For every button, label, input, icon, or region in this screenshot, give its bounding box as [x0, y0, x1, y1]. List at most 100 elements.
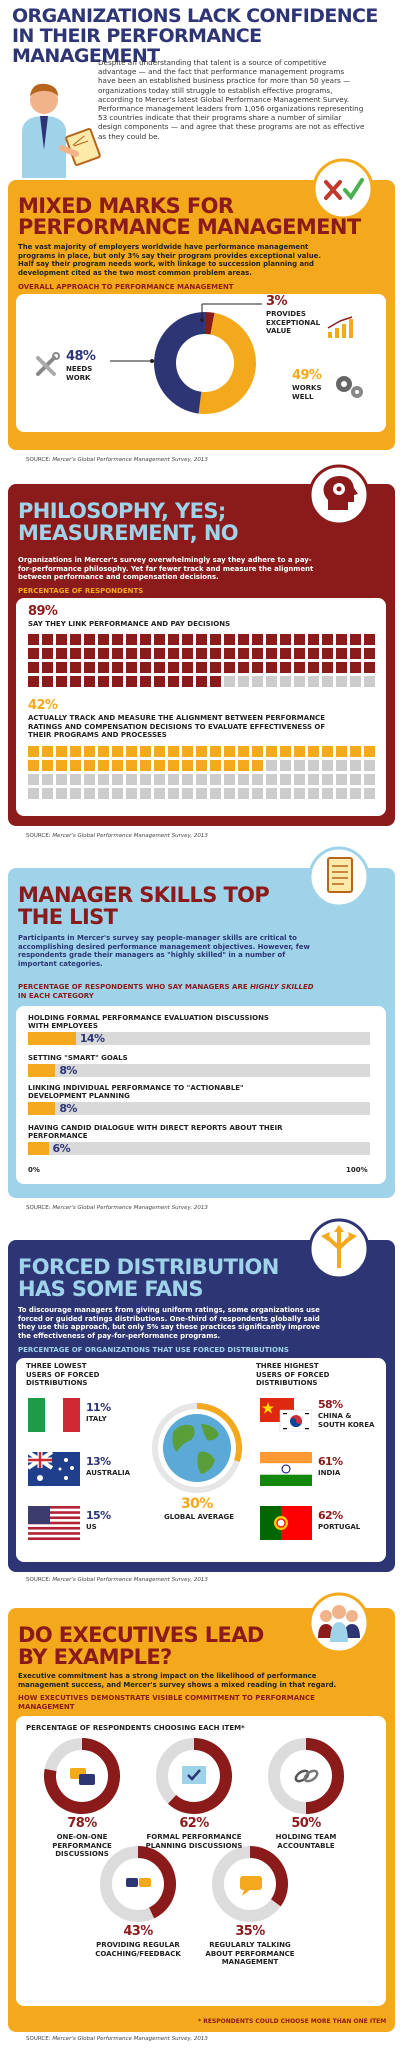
- filled-square: [70, 760, 81, 771]
- us-flag-canton: [28, 1506, 50, 1524]
- empty-square: [140, 774, 151, 785]
- source-prefix: SOURCE:: [26, 1205, 53, 1211]
- section-body: Executive commitment has a strong impact…: [18, 1672, 388, 1689]
- skill-category-line: PERFORMANCE: [28, 1132, 88, 1140]
- page-title: ORGANIZATIONS LACK CONFIDENCE IN THEIR P…: [12, 6, 403, 66]
- heading-line: THREE LOWEST: [26, 1362, 87, 1370]
- donut-slice-3: [154, 312, 206, 414]
- page-title-line2: IN THEIR PERFORMANCE MANAGEMENT: [12, 25, 262, 67]
- filled-square: [84, 760, 95, 771]
- empty-square: [252, 676, 263, 687]
- filled-square: [182, 662, 193, 673]
- intro-line: advantage — and the fact that performanc…: [98, 67, 345, 77]
- filled-square: [154, 662, 165, 673]
- exceptional-label: PROVIDES EXCEPTIONAL VALUE: [266, 310, 320, 336]
- check-x-badge-icon: [312, 158, 374, 220]
- filled-square: [126, 746, 137, 757]
- filled-square: [154, 648, 165, 659]
- chart-subhead: PERCENTAGE OF RESPONDENTS WHO SAY MANAGE…: [18, 983, 314, 1000]
- filled-square: [28, 648, 39, 659]
- donut-hole: [177, 335, 233, 391]
- exceptional-label-line: EXCEPTIONAL: [266, 318, 321, 327]
- filled-square: [112, 634, 123, 645]
- filled-square: [252, 634, 263, 645]
- empty-square: [266, 760, 277, 771]
- skill-category-line: HOLDING FORMAL PERFORMANCE EVALUATION DI…: [28, 1014, 269, 1022]
- country-line: SOUTH KOREA: [318, 1420, 375, 1429]
- filled-square: [126, 634, 137, 645]
- link-pay-square-grid: [28, 634, 375, 687]
- heading-line: THREE HIGHEST: [256, 1362, 319, 1370]
- section-body: Participants in Mercer's survey say peop…: [18, 934, 388, 968]
- filled-square: [252, 662, 263, 673]
- filled-square: [42, 676, 53, 687]
- skills-panel: HOLDING FORMAL PERFORMANCE EVALUATION DI…: [16, 1006, 386, 1184]
- subhead-italic: HIGHLY SKILLED: [250, 983, 314, 991]
- filled-square: [196, 662, 207, 673]
- filled-square: [140, 648, 151, 659]
- commitment-label: HOLDING TEAM ACCOUNTABLE: [246, 1833, 366, 1850]
- filled-square: [196, 760, 207, 771]
- filled-square: [322, 662, 333, 673]
- filled-square: [28, 634, 39, 645]
- india-value: 61%: [318, 1455, 343, 1468]
- empty-square: [350, 760, 361, 771]
- empty-square: [308, 774, 319, 785]
- filled-square: [350, 746, 361, 757]
- australia-label: AUSTRALIA: [86, 1469, 130, 1477]
- empty-square: [252, 774, 263, 785]
- speech-bubble: [240, 1876, 262, 1890]
- skill-bar-value: 8%: [59, 1064, 77, 1077]
- filled-square: [140, 746, 151, 757]
- checkmark: [187, 1769, 201, 1781]
- commitment-label-line: ONE-ON-ONE: [56, 1833, 108, 1841]
- filled-square: [140, 760, 151, 771]
- needs-label-line: WORK: [66, 373, 91, 382]
- filled-square: [210, 746, 221, 757]
- body-line: important categories.: [18, 959, 103, 968]
- axis-min-label: 0%: [28, 1166, 40, 1174]
- exceptional-leader-line: [200, 303, 262, 322]
- panel-heading: PERCENTAGE OF RESPONDENTS CHOOSING EACH …: [26, 1724, 245, 1732]
- filled-square: [252, 760, 263, 771]
- filled-square: [140, 634, 151, 645]
- us-flag-stripe: [28, 1506, 80, 1509]
- filled-square: [294, 746, 305, 757]
- empty-square: [168, 774, 179, 785]
- empty-square: [210, 774, 221, 785]
- stat2-value: 42%: [28, 698, 58, 713]
- source-prefix: SOURCE:: [26, 2036, 53, 2042]
- filled-square: [168, 662, 179, 673]
- empty-square: [322, 788, 333, 799]
- filled-square: [210, 634, 221, 645]
- source-note: SOURCE: Mercer's Global Performance Mana…: [26, 833, 208, 839]
- commitment-label: FORMAL PERFORMANCE PLANNING DISCUSSIONS: [134, 1833, 254, 1850]
- filled-square: [224, 746, 235, 757]
- commitment-label-line: COACHING/FEEDBACK: [95, 1949, 181, 1958]
- empty-square: [84, 788, 95, 799]
- empty-square: [336, 774, 347, 785]
- donut-panel: 3% PROVIDES EXCEPTIONAL VALUE 48% NEEDS …: [16, 294, 386, 432]
- filled-square: [56, 760, 67, 771]
- empty-square: [196, 788, 207, 799]
- global-average-ring: [196, 1403, 242, 1462]
- skill-category-label: HAVING CANDID DIALOGUE WITH DIRECT REPOR…: [28, 1124, 283, 1140]
- filled-square: [140, 676, 151, 687]
- axis-max-label: 100%: [346, 1166, 368, 1174]
- filled-square: [70, 662, 81, 673]
- filled-square: [266, 648, 277, 659]
- section-philosophy: PHILOSOPHY, YES; MEASUREMENT, NO Organiz…: [8, 464, 395, 826]
- skill-bar-value: 6%: [52, 1142, 71, 1155]
- us-label: US: [86, 1523, 97, 1531]
- commitment-label-line: REGULARLY TALKING: [209, 1941, 291, 1949]
- empty-square: [252, 788, 263, 799]
- body-line: Half say their program needs work, with …: [18, 260, 314, 269]
- lowest-heading: THREE LOWEST USERS OF FORCED DISTRIBUTIO…: [26, 1362, 99, 1388]
- portugal-value: 62%: [318, 1509, 343, 1522]
- filled-square: [112, 676, 123, 687]
- section-body: To discourage managers from giving unifo…: [18, 1306, 388, 1340]
- speech-tail: [242, 1890, 250, 1896]
- section-title-line1: MIXED MARKS FOR: [18, 194, 234, 218]
- empty-square: [364, 774, 375, 785]
- filled-square: [168, 648, 179, 659]
